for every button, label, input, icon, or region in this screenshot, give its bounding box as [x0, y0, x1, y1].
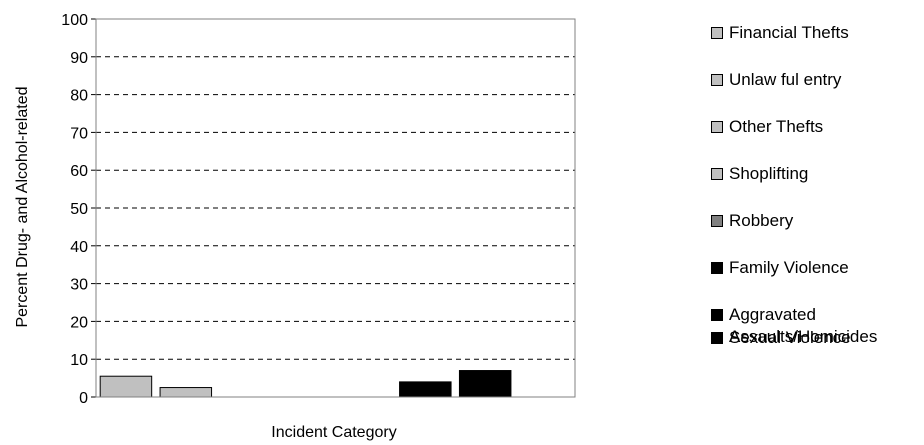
legend-label: Unlaw ful entry [729, 70, 842, 89]
legend-item: Robbery [711, 210, 924, 232]
legend-label: Financial Thefts [729, 23, 849, 42]
x-axis-title: Incident Category [271, 424, 396, 441]
legend-label: Other Thefts [729, 117, 824, 136]
legend-swatch [711, 215, 723, 227]
y-axis-title: Percent Drug- and Alcohol-related [14, 86, 31, 327]
bar-financial-thefts [99, 375, 153, 398]
y-tick-label: 20 [70, 314, 88, 331]
legend-label: Aggravated Assaults/Homicides [729, 305, 878, 346]
legend-label: Sexual Violence [729, 328, 851, 347]
y-tick-label: 0 [79, 390, 88, 407]
gridlines [96, 56, 575, 360]
legend-swatch [711, 121, 723, 133]
legend-item: Family Violence [711, 257, 924, 279]
y-tick-label: 40 [70, 239, 88, 256]
legend-item: Shoplifting [711, 163, 924, 185]
y-tick-label: 50 [70, 201, 88, 218]
bar-unlaw-ful-entry [159, 387, 213, 398]
legend-item: Other Thefts [711, 116, 924, 138]
y-tick-label: 80 [70, 88, 88, 105]
legend-swatch [711, 332, 723, 344]
bar-family-violence [399, 381, 452, 398]
plot-area-frame [95, 18, 576, 398]
legend-swatch [711, 168, 723, 180]
y-tick-label: 10 [70, 352, 88, 369]
y-tick-label: 90 [70, 50, 88, 67]
y-tick-label: 70 [70, 125, 88, 142]
legend-swatch [711, 27, 723, 39]
legend-item: Financial Thefts [711, 22, 924, 44]
legend-item: Aggravated Assaults/Homicides [711, 304, 924, 348]
legend-item: Sexual Violence [711, 327, 924, 349]
y-tick-label: 60 [70, 163, 88, 180]
legend: Financial Thefts Unlaw ful entry Other The… [711, 0, 924, 445]
legend-label: Robbery [729, 211, 794, 230]
y-tick-label: 30 [70, 277, 88, 294]
y-tick-label: 100 [61, 12, 88, 29]
legend-label: Shoplifting [729, 164, 809, 183]
legend-swatch [711, 74, 723, 86]
bar-chart: Percent Drug- and Alcohol-related Incide… [14, 12, 576, 441]
legend-label: Family Violence [729, 258, 849, 277]
bar-aggravated-assaults-homicides [458, 370, 512, 398]
legend-swatch [711, 262, 723, 274]
bars [99, 370, 512, 398]
legend-item: Unlaw ful entry [711, 69, 924, 91]
legend-swatch [711, 309, 723, 321]
y-axis-ticks: 0 10 20 30 40 50 60 70 80 90 100 [61, 12, 96, 407]
